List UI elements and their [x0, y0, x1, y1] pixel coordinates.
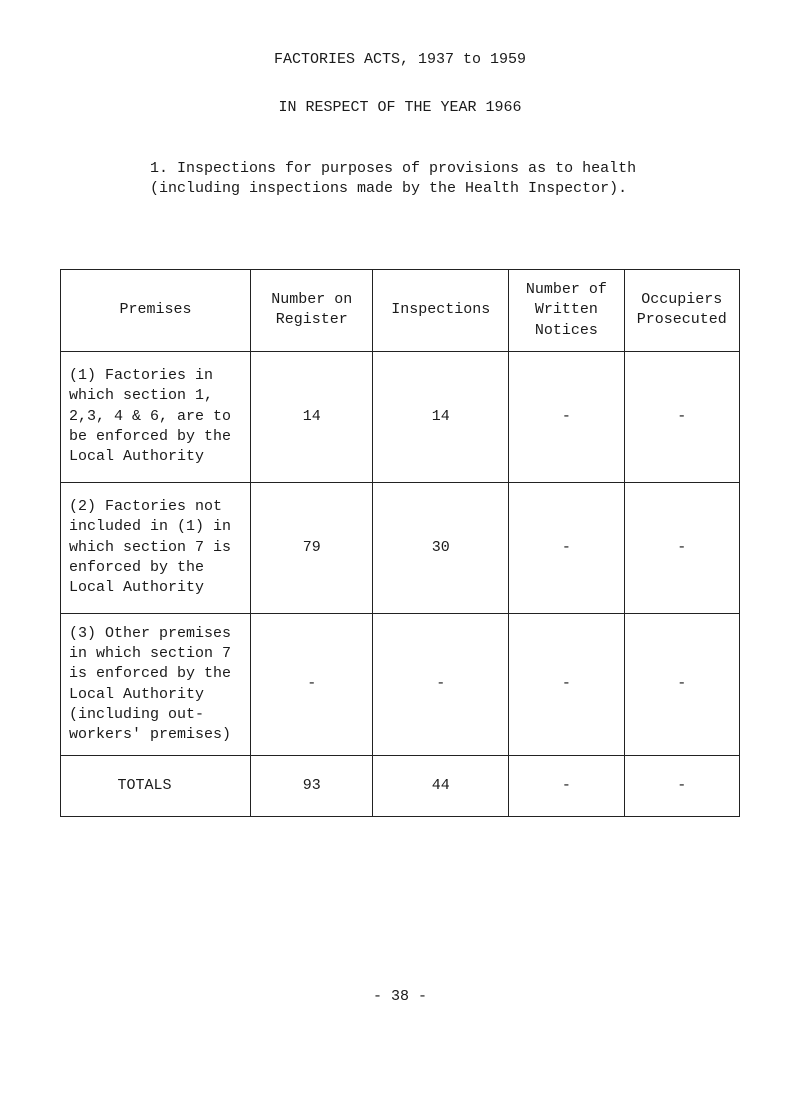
- table-totals-row: TOTALS 93 44 - -: [61, 756, 740, 817]
- table-row: (3) Other premises in which section 7 is…: [61, 613, 740, 756]
- cell-notices: -: [509, 613, 624, 756]
- cell-register: 14: [251, 351, 373, 482]
- cell-register: 79: [251, 482, 373, 613]
- table-header-row: Premises Number on Register Inspections …: [61, 270, 740, 352]
- cell-notices: -: [509, 351, 624, 482]
- title-line-1: FACTORIES ACTS, 1937 to 1959: [60, 50, 740, 70]
- cell-inspections: 14: [373, 351, 509, 482]
- cell-inspections: -: [373, 613, 509, 756]
- intro-paragraph: 1. Inspections for purposes of provision…: [110, 159, 690, 200]
- cell-occupiers: -: [624, 482, 739, 613]
- cell-totals-inspections: 44: [373, 756, 509, 817]
- cell-totals-label: TOTALS: [61, 756, 251, 817]
- col-register: Number on Register: [251, 270, 373, 352]
- col-occupiers: Occupiers Prosecuted: [624, 270, 739, 352]
- cell-occupiers: -: [624, 351, 739, 482]
- col-inspections: Inspections: [373, 270, 509, 352]
- title-line-2: IN RESPECT OF THE YEAR 1966: [60, 98, 740, 118]
- cell-premises: (1) Factories in which section 1, 2,3, 4…: [61, 351, 251, 482]
- cell-inspections: 30: [373, 482, 509, 613]
- page-number: - 38 -: [60, 987, 740, 1007]
- cell-notices: -: [509, 482, 624, 613]
- cell-occupiers: -: [624, 613, 739, 756]
- cell-totals-register: 93: [251, 756, 373, 817]
- cell-totals-occupiers: -: [624, 756, 739, 817]
- title-block: FACTORIES ACTS, 1937 to 1959 IN RESPECT …: [60, 50, 740, 119]
- cell-register: -: [251, 613, 373, 756]
- table-row: (2) Factories not included in (1) in whi…: [61, 482, 740, 613]
- col-notices: Number of Written Notices: [509, 270, 624, 352]
- table-row: (1) Factories in which section 1, 2,3, 4…: [61, 351, 740, 482]
- inspections-table: Premises Number on Register Inspections …: [60, 269, 740, 817]
- col-premises: Premises: [61, 270, 251, 352]
- cell-totals-notices: -: [509, 756, 624, 817]
- cell-premises: (3) Other premises in which section 7 is…: [61, 613, 251, 756]
- cell-premises: (2) Factories not included in (1) in whi…: [61, 482, 251, 613]
